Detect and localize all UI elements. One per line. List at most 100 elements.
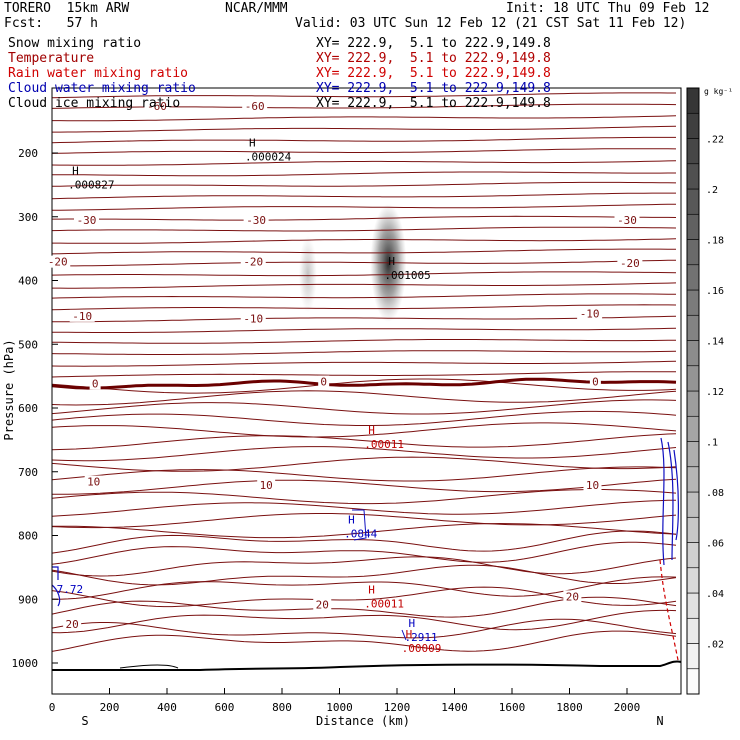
cloud-water-layer (51, 437, 679, 661)
field-label-rain: Rain water mixing ratio (8, 66, 189, 81)
terrain-line (52, 660, 682, 671)
isotherm-line (51, 489, 677, 505)
isotherm-line (51, 556, 677, 577)
colorbar-bin (686, 592, 700, 619)
isotherm-line (52, 125, 677, 133)
colorbar-bin (686, 567, 700, 594)
contour-label-bg (614, 214, 640, 227)
isotherm-line (52, 115, 677, 122)
x-tick-label: 200 (100, 701, 120, 714)
x-tick-label: 600 (215, 701, 235, 714)
isotherm-label: -30 (617, 214, 637, 227)
isotherm-label: -10 (580, 307, 600, 320)
extremum-mark: H (368, 583, 375, 596)
colorbar-bin (686, 516, 700, 543)
colorbar-tick-label: .02 (706, 640, 724, 651)
colorbar-bin (686, 365, 700, 392)
contour-label-bg (583, 478, 602, 491)
colorbar-bin (686, 112, 700, 139)
field-label-cloud-water: Cloud water mixing ratio (8, 81, 196, 96)
colorbar-bin (686, 264, 700, 291)
contour-label-bg (69, 309, 95, 322)
isotherm-label: -10 (243, 312, 263, 325)
field-xy-snow: XY= 222.9, 5.1 to 222.9,149.8 (316, 36, 551, 51)
isotherm-line (51, 136, 676, 144)
contour-label-bg (84, 475, 103, 488)
colorbar-bin (686, 466, 700, 493)
isotherm-label: -20 (48, 256, 68, 269)
cloud-water-contour (51, 566, 61, 607)
colorbar-tick-label: .12 (706, 387, 724, 398)
isotherm-line (52, 215, 677, 221)
y-tick-label: 700 (18, 466, 38, 479)
isotherm-line (51, 271, 677, 277)
isotherm-line (51, 350, 677, 355)
field-xy-cloud-water: XY= 222.9, 5.1 to 222.9,149.8 (316, 81, 551, 96)
isotherm-line (51, 446, 677, 462)
isotherm-label: 0 (320, 376, 327, 389)
isotherm-line (51, 378, 677, 394)
isotherm-line (51, 541, 677, 565)
colorbar-tick-label: .06 (706, 539, 724, 550)
extremum-mark: H (249, 137, 256, 150)
isotherm-line (52, 478, 677, 495)
contour-label-bg (589, 375, 601, 388)
extremum-value: .000024 (245, 151, 292, 164)
colorbar-tick-label: .22 (706, 135, 724, 146)
colorbar-tick-label: .14 (706, 337, 724, 348)
y-tick-label: 400 (18, 275, 38, 288)
isotherm-label: -20 (243, 256, 263, 269)
rain-contour (659, 559, 679, 661)
colorbar-bin (686, 668, 700, 695)
colorbar-bin (686, 643, 700, 670)
colorbar-bin (686, 239, 700, 266)
x-tick-label: 1000 (326, 701, 353, 714)
colorbar-bin (686, 390, 700, 417)
contour-label-bg (63, 617, 82, 630)
extremum-value: .00011 (364, 597, 404, 610)
ground-surface (52, 660, 682, 671)
isotherm-label: 20 (316, 599, 329, 612)
isotherm-line (51, 293, 676, 299)
colorbar-bin (686, 340, 700, 367)
isotherm-zero (51, 377, 677, 390)
x-axis-title: Distance (km) (316, 714, 410, 728)
y-tick-label: 500 (18, 338, 38, 351)
colorbar-tick-label: .08 (706, 488, 724, 499)
y-tick-label: 900 (18, 593, 38, 606)
extremum-value: .0844 (344, 527, 377, 540)
isotherm-label: -10 (72, 310, 92, 323)
cloud-water-contour (660, 437, 679, 566)
y-axis-title: Pressure (hPa) (2, 339, 16, 440)
x-tick-label: 1600 (499, 701, 526, 714)
isotherm-line (52, 259, 677, 267)
south-end-label: S (81, 714, 88, 728)
isotherm-line (52, 315, 677, 323)
x-tick-label: 1800 (556, 701, 583, 714)
isotherm-label: 10 (260, 479, 273, 492)
extremum-value: .001005 (384, 269, 430, 282)
colorbar-bin (686, 542, 700, 569)
isotherm-line (52, 327, 677, 333)
field-label-temperature: Temperature (8, 51, 95, 66)
isotherm-line (51, 576, 677, 600)
isotherm-line (51, 92, 676, 99)
isotherm-line (51, 422, 677, 438)
isotherm-line (51, 360, 677, 367)
terrain-detail (119, 664, 179, 669)
colorbar-frame (686, 87, 700, 695)
isotherm-line (51, 304, 677, 311)
north-end-label: N (656, 714, 663, 728)
x-tick-label: 2000 (614, 701, 641, 714)
contour-label-bg (240, 255, 266, 268)
colorbar-bin (686, 289, 700, 316)
cloud-water-contour (352, 509, 367, 541)
isotherm-line (51, 248, 676, 255)
colorbar-tick-label: .1 (706, 438, 718, 449)
isotherm-line (52, 238, 677, 244)
contour-label-bg (45, 255, 71, 268)
plot-frame (51, 87, 682, 695)
isotherm-line (51, 630, 677, 652)
extremum-value: .000827 (68, 179, 114, 192)
y-tick-label: 1000 (12, 657, 39, 670)
